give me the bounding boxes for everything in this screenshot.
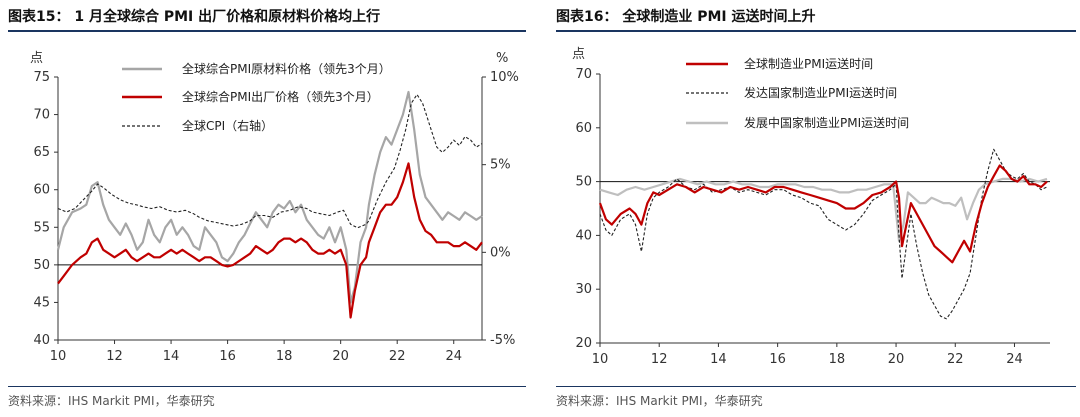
y-tick-label: 60 [575, 121, 592, 136]
x-tick-label: 10 [50, 349, 67, 364]
series-line-1 [57, 162, 483, 319]
series-line-0 [598, 164, 1048, 264]
x-tick-label: 10 [592, 352, 609, 367]
figure-16-bottom-rule [556, 386, 1076, 387]
y-right-tick-label: 5% [490, 158, 511, 173]
series-line-0 [56, 90, 483, 304]
y-left-tick-label: 60 [33, 183, 50, 198]
figure-15-bottom-rule [8, 386, 526, 387]
x-tick-label: 16 [219, 349, 236, 364]
y-right-tick-label: 0% [490, 245, 511, 260]
figure-15-chart: 40 45 50 55 60 65 70 75 -5% 0% 5% 10% 10 12 14 16 18 20 22… [30, 51, 519, 364]
figure-16-title: 图表16： 全球制造业 PMI 运送时间上升 [556, 9, 816, 25]
x-tick-label: 16 [769, 352, 786, 367]
y-right-tick-label: -5% [490, 333, 515, 348]
series-line-1 [599, 148, 1048, 320]
x-tick-label: 22 [947, 352, 964, 367]
y-tick-label: 20 [575, 336, 592, 351]
x-tick-label: 12 [106, 349, 123, 364]
figure-15-title: 图表15： 1 月全球综合 PMI 出厂价格和原材料价格均上行 [8, 9, 381, 25]
x-tick-label: 20 [888, 352, 905, 367]
y-tick-label: 50 [575, 175, 592, 190]
y-tick-label: 30 [575, 282, 592, 297]
x-tick-label: 22 [389, 349, 406, 364]
figure-16-panel: 图表16： 全球制造业 PMI 运送时间上升 20 30 40 50 60 70 10 12 1… [548, 0, 1080, 417]
figure-16-chart: 20 30 40 50 60 70 10 12 14 16 18 20 22 24 点全球制造业PMI运送时… [572, 47, 1050, 367]
x-tick-label: 24 [1006, 352, 1023, 367]
x-tick-label: 18 [829, 352, 846, 367]
y-left-tick-label: 45 [33, 295, 50, 310]
figure-16-title-rule [556, 30, 1076, 32]
y-unit: 点 [572, 47, 585, 62]
legend-label-0: 全球综合PMI原材料价格（领先3个月） [182, 61, 391, 76]
y-tick-label: 40 [575, 228, 592, 243]
series-line-2 [57, 93, 483, 229]
y-left-tick-label: 65 [33, 145, 50, 160]
series-line-2 [599, 177, 1048, 242]
x-tick-label: 24 [445, 349, 462, 364]
x-tick-label: 18 [276, 349, 293, 364]
legend-label-2: 全球CPI（右轴） [182, 118, 273, 133]
y-left-unit: 点 [30, 51, 43, 66]
y-right-unit: % [496, 51, 508, 66]
y-right-tick-label: 10% [490, 70, 519, 85]
legend-label-0: 全球制造业PMI运送时间 [744, 56, 873, 71]
legend-label-1: 全球综合PMI出厂价格（领先3个月） [182, 89, 379, 104]
figure-15-source: 资料来源：IHS Markit PMI，华泰研究 [8, 394, 215, 408]
figure-15-panel: 图表15： 1 月全球综合 PMI 出厂价格和原材料价格均上行 40 45 50 55… [0, 0, 530, 417]
y-left-tick-label: 70 [33, 108, 50, 123]
legend-label-2: 发展中国家制造业PMI运送时间 [744, 115, 909, 130]
figure-16-source: 资料来源：IHS Markit PMI，华泰研究 [556, 394, 763, 408]
legend-label-1: 发达国家制造业PMI运送时间 [744, 85, 897, 100]
x-tick-label: 14 [710, 352, 727, 367]
x-tick-label: 12 [651, 352, 668, 367]
y-left-tick-label: 40 [33, 333, 50, 348]
x-tick-label: 14 [163, 349, 180, 364]
figure-15-title-rule [8, 30, 526, 32]
y-tick-label: 70 [575, 67, 592, 82]
y-left-tick-label: 75 [33, 70, 50, 85]
y-left-tick-label: 50 [33, 258, 50, 273]
x-tick-label: 20 [332, 349, 349, 364]
y-left-tick-label: 55 [33, 220, 50, 235]
